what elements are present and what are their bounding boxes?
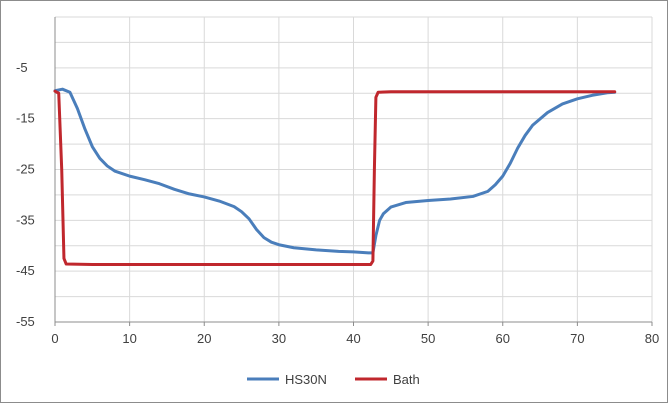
series-line-hs30n bbox=[53, 87, 617, 255]
x-tick-label: 0 bbox=[51, 331, 58, 346]
y-tick-label: -45 bbox=[16, 263, 35, 278]
x-tick-label: 50 bbox=[421, 331, 435, 346]
y-tick-label: -55 bbox=[16, 314, 35, 329]
y-tick-label: -35 bbox=[16, 212, 35, 227]
x-tick-label: 60 bbox=[496, 331, 510, 346]
x-tick-label: 70 bbox=[570, 331, 584, 346]
y-tick-label: -15 bbox=[16, 111, 35, 126]
x-tick-label: 10 bbox=[122, 331, 136, 346]
x-tick-label: 30 bbox=[272, 331, 286, 346]
legend-label-bath: Bath bbox=[393, 372, 420, 387]
x-tick-label: 80 bbox=[645, 331, 659, 346]
y-axis-ticks: -5 -15 -25 -35 -45 -55 bbox=[16, 60, 35, 329]
legend-label-hs30n: HS30N bbox=[285, 372, 327, 387]
x-tick-label: 40 bbox=[346, 331, 360, 346]
series-line-bath bbox=[53, 89, 617, 267]
plot-area bbox=[53, 87, 617, 267]
y-tick-label: -25 bbox=[16, 162, 35, 177]
legend: HS30N Bath bbox=[247, 372, 420, 387]
gridlines bbox=[55, 16, 653, 322]
y-tick-label: -5 bbox=[16, 60, 28, 75]
x-tick-label: 20 bbox=[197, 331, 211, 346]
x-axis-ticks: 0 10 20 30 40 50 60 70 80 bbox=[51, 322, 659, 346]
